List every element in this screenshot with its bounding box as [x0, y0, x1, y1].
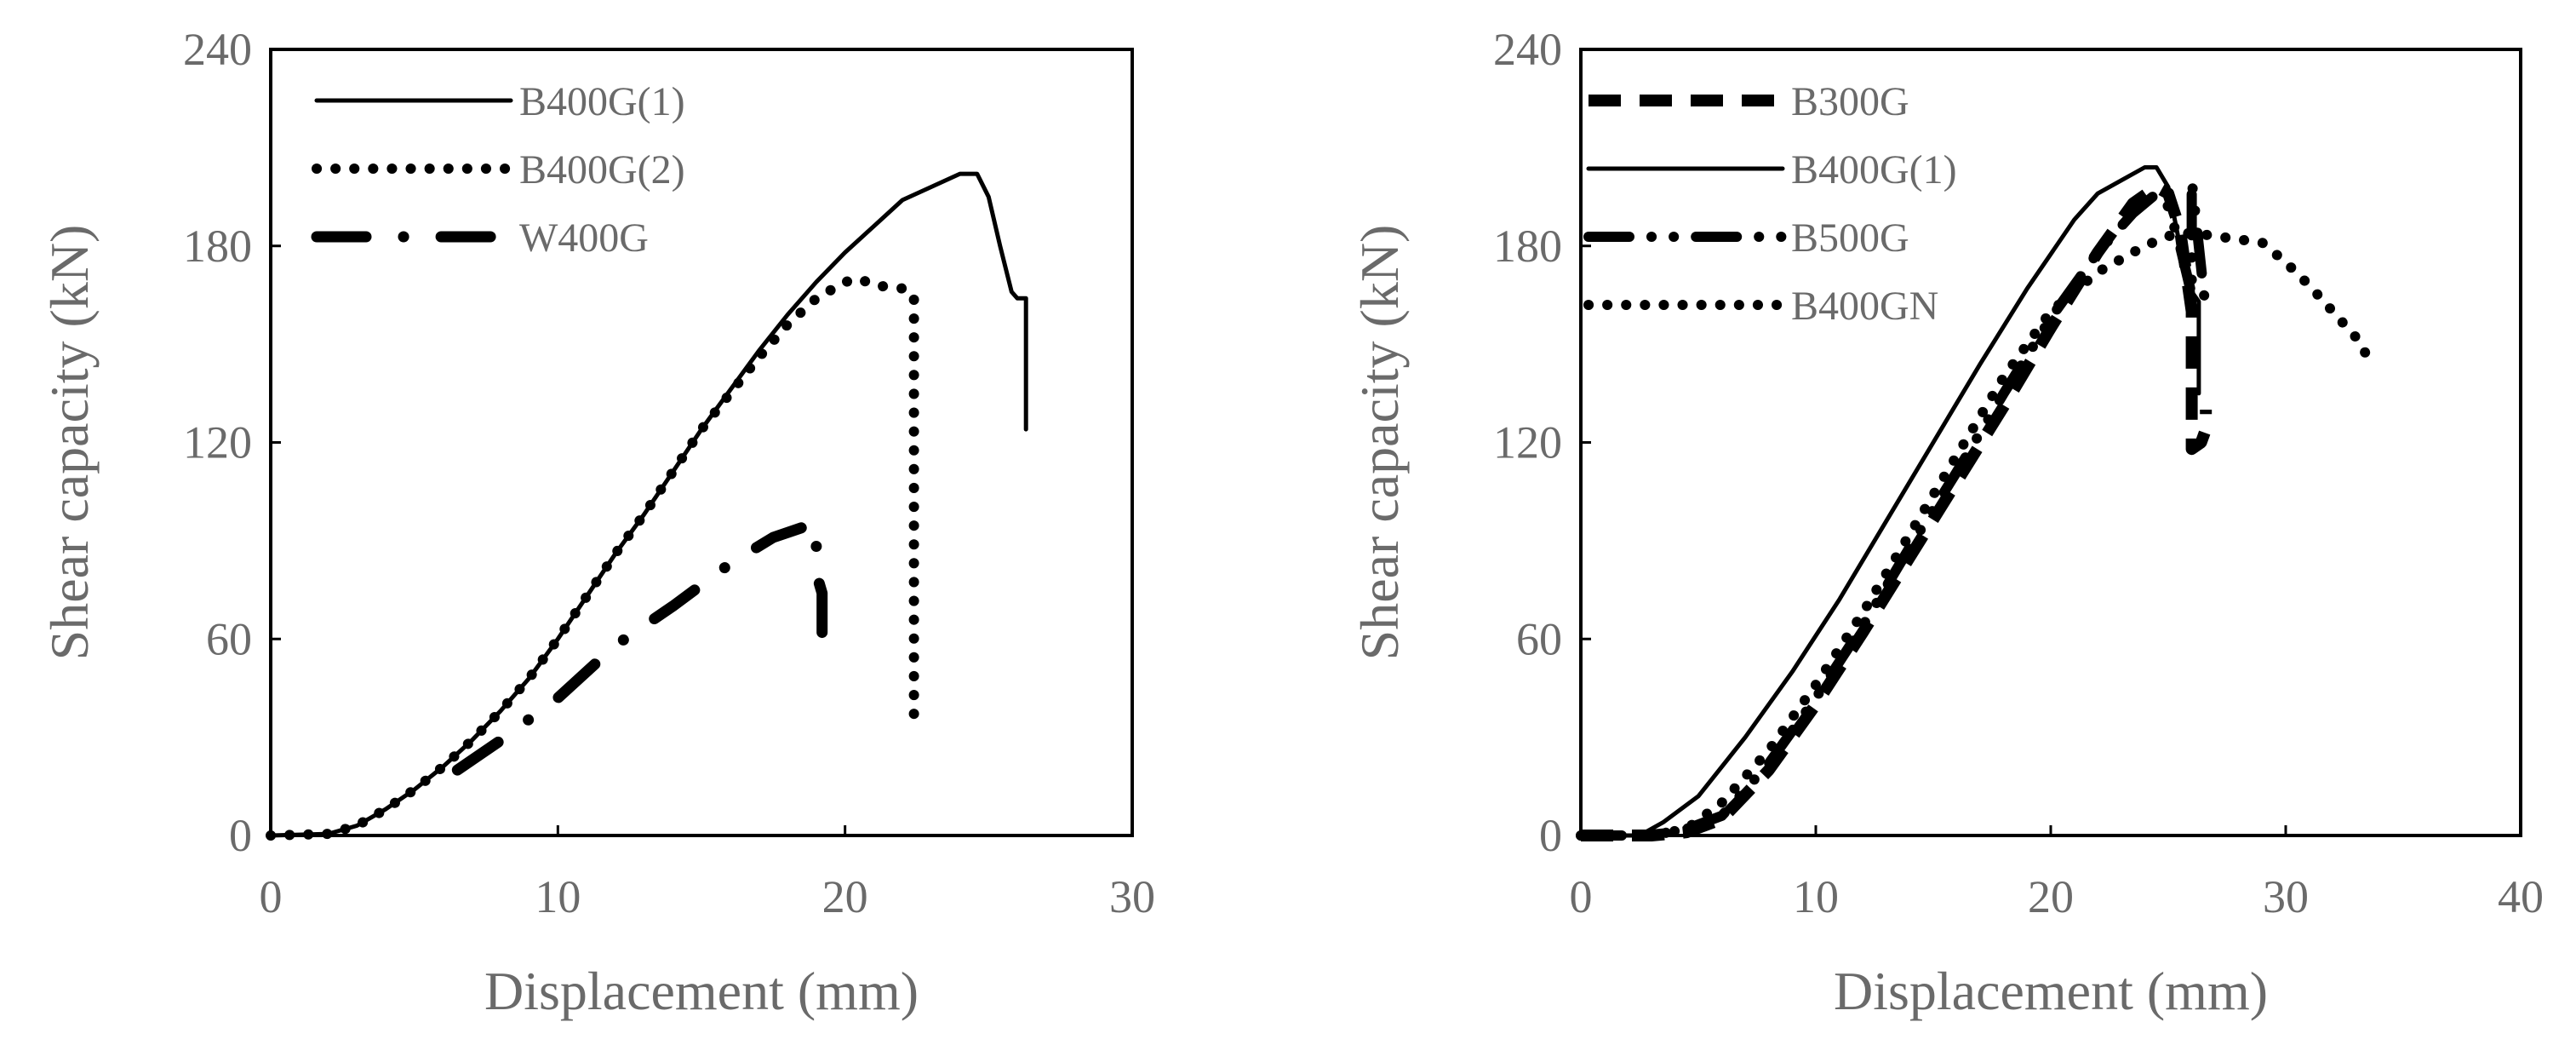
series-line-w400g: [451, 519, 828, 776]
y-axis-label: Shear capacity (kN): [39, 225, 100, 661]
x-tick-label: 10: [535, 871, 581, 922]
x-tick-label: 10: [1793, 871, 1839, 922]
x-tick-label: 20: [2028, 871, 2074, 922]
series-line-b300g: [1581, 181, 2212, 841]
y-tick-label: 120: [1493, 417, 1562, 468]
left-chart: 0 60 120 180 240 0 10 20 30 Displacement (mm) Shea…: [39, 24, 1155, 1021]
legend-label: B500G: [1791, 215, 1909, 261]
y-tick-label: 60: [206, 613, 252, 664]
y-tick-label: 180: [1493, 221, 1562, 272]
x-tick-label: 0: [260, 871, 283, 922]
x-axis-label: Displacement (mm): [1834, 961, 2268, 1021]
legend-label: B300G: [1791, 79, 1909, 124]
plot-frame: [269, 48, 1134, 837]
x-tick-label: 40: [2498, 871, 2544, 922]
y-tick-label: 180: [183, 221, 252, 272]
legend-label: B400G(1): [519, 79, 685, 124]
legend-label: B400G(1): [1791, 147, 1957, 192]
x-tick-label: 30: [2263, 871, 2309, 922]
x-tick-label: 0: [1570, 871, 1593, 922]
legend-label: B400GN: [1791, 284, 1938, 329]
y-tick-label: 60: [1516, 613, 1562, 664]
series-line-b500g: [1576, 175, 2212, 841]
y-tick-label: 0: [229, 810, 252, 861]
y-tick-label: 240: [183, 24, 252, 75]
right-chart: 0 60 120 180 240 0 10 20 30 40 Displacement (mm) Sh…: [1349, 24, 2544, 1021]
y-axis-label: Shear capacity (kN): [1349, 225, 1410, 661]
series-line-b400g-2-: [266, 273, 919, 841]
series-line-b400gn: [1576, 227, 2373, 841]
x-axis-label: Displacement (mm): [484, 961, 919, 1021]
y-tick-label: 240: [1493, 24, 1562, 75]
x-tick-label: 20: [822, 871, 868, 922]
y-tick-label: 0: [1539, 810, 1562, 861]
y-tick-label: 120: [183, 417, 252, 468]
legend-label: W400G: [519, 215, 649, 261]
x-tick-label: 30: [1109, 871, 1155, 922]
legend-label: B400G(2): [519, 147, 685, 192]
